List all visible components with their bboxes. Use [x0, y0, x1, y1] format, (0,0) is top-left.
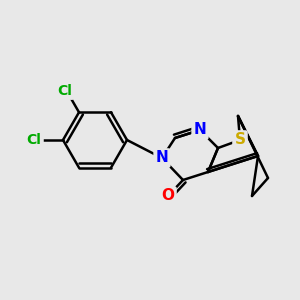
Text: Cl: Cl [27, 133, 41, 147]
Text: O: O [161, 188, 175, 203]
Text: N: N [156, 151, 168, 166]
Text: N: N [194, 122, 206, 137]
Text: Cl: Cl [27, 133, 41, 147]
Text: Cl: Cl [57, 84, 72, 98]
Text: Cl: Cl [57, 84, 72, 98]
Text: S: S [235, 133, 245, 148]
